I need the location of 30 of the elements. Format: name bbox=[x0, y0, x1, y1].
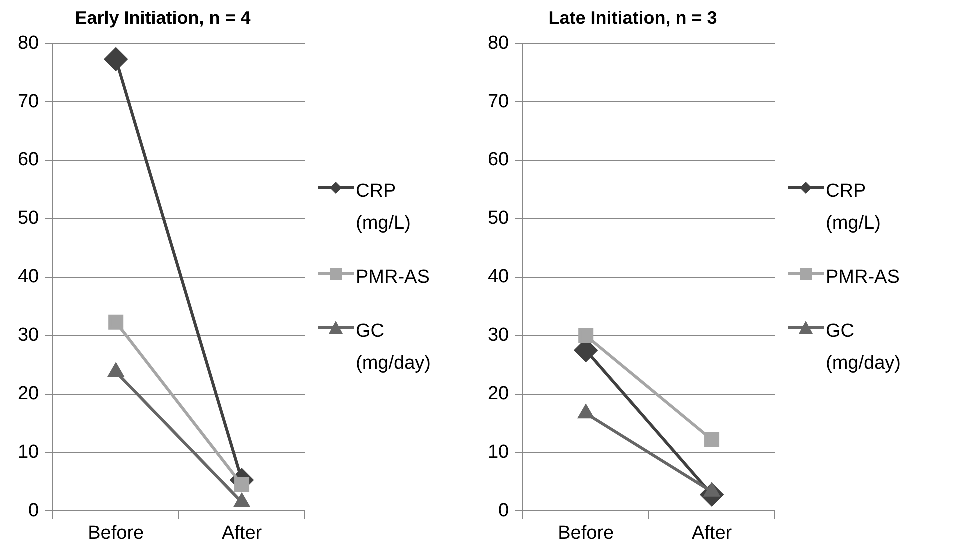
y-tick-label: 70 bbox=[18, 91, 40, 112]
legend-label: GC (mg/day) bbox=[826, 320, 902, 376]
y-tick-label: 60 bbox=[488, 150, 510, 171]
y-tick-label: 0 bbox=[28, 500, 40, 522]
y-tick-label: 80 bbox=[18, 32, 40, 54]
legend-label: CRP (mg/L) bbox=[356, 180, 412, 236]
y-tick-label: 30 bbox=[488, 325, 510, 346]
y-tick-label: 60 bbox=[18, 150, 40, 171]
y-tick-label: 80 bbox=[488, 32, 510, 54]
y-tick-label: 40 bbox=[488, 266, 510, 288]
chart-title: Early Initiation, n = 4 bbox=[75, 8, 251, 28]
x-tick-label: After bbox=[692, 522, 733, 544]
chart-title: Late Initiation, n = 3 bbox=[548, 8, 718, 28]
legend-label: GC (mg/day) bbox=[356, 320, 432, 376]
y-tick-label: 20 bbox=[488, 384, 510, 405]
y-tick-label: 50 bbox=[18, 208, 40, 230]
y-tick-label: 10 bbox=[18, 442, 40, 463]
x-tick-label: Before bbox=[558, 522, 614, 544]
x-tick-label: After bbox=[222, 522, 263, 544]
legend-label: CRP (mg/L) bbox=[826, 180, 882, 236]
y-tick-label: 40 bbox=[18, 266, 40, 288]
y-tick-label: 70 bbox=[488, 91, 510, 112]
y-tick-label: 10 bbox=[488, 442, 510, 463]
y-tick-label: 50 bbox=[488, 208, 510, 230]
x-tick-label: Before bbox=[88, 522, 144, 544]
legend-label: PMR-AS bbox=[356, 266, 431, 290]
y-tick-label: 20 bbox=[18, 384, 40, 405]
y-tick-label: 30 bbox=[18, 325, 40, 346]
legend-label: PMR-AS bbox=[826, 266, 901, 290]
y-tick-label: 0 bbox=[498, 500, 510, 522]
